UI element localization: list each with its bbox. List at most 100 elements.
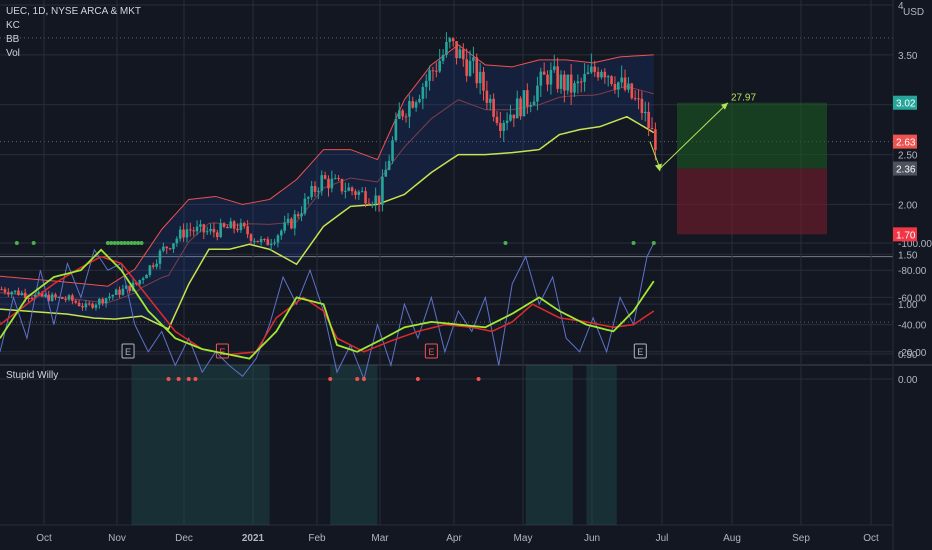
- candle-body: [536, 85, 539, 102]
- candle-body: [202, 224, 206, 233]
- candle-body: [404, 116, 408, 118]
- candle-body: [114, 289, 118, 295]
- target-zone[interactable]: [677, 102, 827, 169]
- earnings-marker-label: E: [125, 347, 131, 357]
- candle-body: [458, 49, 462, 59]
- candle-body: [596, 71, 600, 78]
- indicator-bb[interactable]: BB: [6, 34, 20, 45]
- candle-body: [57, 296, 61, 298]
- candle-body: [643, 111, 647, 114]
- price-tick-label: 0.50: [898, 350, 918, 361]
- signal-zone: [525, 365, 573, 525]
- oversold-dot: [136, 241, 141, 245]
- candle-body: [74, 300, 78, 303]
- candle-body: [418, 98, 421, 103]
- candle-body: [475, 57, 479, 84]
- candle-body: [431, 70, 435, 72]
- time-tick-label: 2021: [242, 533, 265, 544]
- oscillator-title[interactable]: Stupid Willy: [6, 370, 58, 381]
- projection-arrows[interactable]: 27.97: [649, 93, 756, 172]
- candle-body: [569, 74, 573, 93]
- candle-body: [397, 110, 401, 119]
- candle-body: [455, 41, 458, 59]
- oscillator-raw-line: [0, 242, 655, 381]
- candle-body: [50, 294, 54, 301]
- candle-body: [435, 70, 438, 72]
- price-tick-label: 1.00: [898, 300, 918, 311]
- candle-body: [421, 87, 425, 99]
- oscillator-axis[interactable]: 0.00 -20.00 -40.00 -60.00 -80.00 -100.00: [898, 239, 932, 386]
- candle-body: [111, 294, 115, 297]
- candle-body: [263, 238, 266, 240]
- currency-label[interactable]: USD: [903, 7, 924, 18]
- candle-body: [118, 289, 121, 295]
- oversold-dot: [132, 241, 137, 245]
- candle-body: [600, 71, 603, 78]
- earnings-marker[interactable]: [121, 343, 135, 359]
- candle-body: [172, 243, 175, 249]
- overbought-dot: [166, 377, 171, 381]
- candle-body: [290, 218, 293, 229]
- candle-body: [478, 71, 482, 84]
- candle-body: [640, 98, 644, 114]
- position-label[interactable]: 27.97: [731, 93, 756, 104]
- candle-body: [84, 303, 88, 308]
- candle-body: [320, 175, 324, 191]
- candle-body: [613, 84, 617, 90]
- price-label-text: 1.70: [896, 230, 916, 241]
- candle-body: [3, 289, 7, 293]
- candle-body: [620, 77, 623, 83]
- candle-body: [313, 186, 317, 192]
- candle-body: [552, 66, 556, 70]
- candle-body: [333, 178, 337, 180]
- candle-body: [293, 214, 297, 229]
- price-label-box: [893, 227, 917, 242]
- candle-body: [428, 70, 431, 81]
- signal-zone: [330, 365, 378, 525]
- arrowhead-down: [655, 163, 662, 172]
- candle-body: [192, 230, 195, 232]
- candle-body: [229, 221, 233, 229]
- oversold-dot: [14, 241, 19, 245]
- price-tick-label: 3.50: [898, 51, 918, 62]
- candle-body: [256, 240, 260, 243]
- time-axis[interactable]: Oct Nov Dec 2021 Feb Mar Apr May Jun Jul Aug Sep Oct: [36, 533, 879, 544]
- candle-body: [563, 74, 566, 91]
- price-axis[interactable]: 0.501.001.502.002.503.003.504: [898, 1, 918, 361]
- earnings-marker-label: E: [637, 347, 643, 357]
- long-position-tool[interactable]: [677, 102, 827, 235]
- indicator-vol[interactable]: Vol: [6, 48, 20, 59]
- symbol-title[interactable]: UEC, 1D, NYSE ARCA & MKT: [6, 6, 141, 17]
- indicator-kc[interactable]: KC: [6, 20, 20, 31]
- candle-body: [499, 122, 502, 131]
- candle-body: [104, 298, 108, 304]
- candle-body: [158, 250, 162, 264]
- oversold-dot: [126, 241, 131, 245]
- candle-body: [438, 60, 441, 72]
- stop-zone[interactable]: [677, 168, 827, 235]
- candle-body: [296, 214, 300, 217]
- overbought-dot: [415, 377, 420, 381]
- candle-body: [576, 81, 580, 84]
- candle-body: [394, 118, 398, 141]
- earnings-marker[interactable]: [424, 343, 438, 359]
- candle-body: [522, 90, 526, 117]
- candle-body: [121, 288, 125, 295]
- oscillator-slow-ma: [0, 255, 655, 356]
- candle-body: [286, 218, 290, 223]
- candle-body: [381, 176, 384, 205]
- candle-body: [317, 190, 320, 192]
- candle-body: [488, 98, 492, 103]
- candle-body: [17, 290, 20, 296]
- candle-body: [13, 290, 17, 293]
- candle-body: [546, 74, 549, 85]
- candle-body: [465, 59, 468, 76]
- candle-body: [185, 229, 189, 238]
- candle-body: [0, 289, 3, 291]
- earnings-marker[interactable]: [633, 343, 647, 359]
- candle-body: [344, 190, 347, 192]
- candle-body: [502, 122, 506, 131]
- candle-body: [654, 129, 657, 151]
